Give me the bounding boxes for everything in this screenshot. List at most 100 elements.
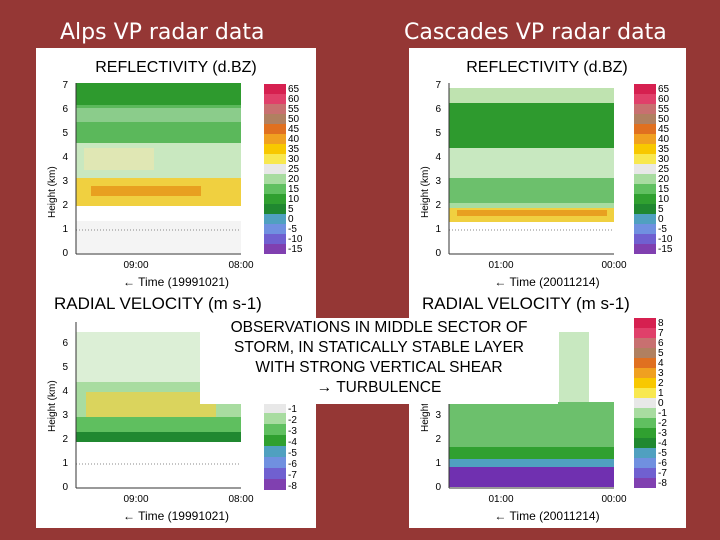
ytick-4: 4: [62, 386, 68, 397]
ytick-5: 5: [62, 362, 68, 373]
cb-label: -7: [288, 470, 297, 481]
ytick-1: 1: [62, 224, 68, 235]
cb-label: -15: [658, 244, 673, 255]
xtick-left: 09:00: [123, 260, 148, 271]
ytick-1: 1: [435, 224, 441, 235]
cb-label: 45: [288, 124, 300, 135]
xtick-right: 00:00: [601, 260, 626, 271]
callout-line-4: → TURBULENCE: [316, 379, 442, 396]
cascades-velocity-title: RADIAL VELOCITY (m s-1): [422, 294, 630, 314]
cb-label: 15: [658, 184, 670, 195]
cb-label: -8: [658, 478, 667, 489]
alps-velocity-xlabel: ← Time (19991021): [123, 509, 229, 523]
cb-label: 60: [658, 94, 670, 105]
cascades-reflectivity-plot: [448, 83, 614, 255]
cascades-reflectivity-title: REFLECTIVITY (d.BZ): [466, 59, 628, 76]
cb-label: 5: [658, 348, 664, 359]
cascades-section-title: Cascades VP radar data: [404, 20, 667, 45]
cb-label: 50: [288, 114, 300, 125]
cb-label: 0: [658, 214, 664, 225]
callout-line-2: STORM, IN STATICALLY STABLE LAYER: [234, 339, 524, 356]
cb-label: -1: [658, 408, 667, 419]
alps-velocity-ylabel: Height (km): [47, 380, 58, 432]
cb-label: 25: [658, 164, 670, 175]
cb-label: 45: [658, 124, 670, 135]
ytick-2: 2: [435, 200, 441, 211]
ytick-7: 7: [62, 80, 68, 91]
cb-label: -8: [288, 481, 297, 492]
ytick-5: 5: [435, 128, 441, 139]
cb-label: 40: [288, 134, 300, 145]
cascades-reflectivity-xlabel: ← Time (20011214): [494, 275, 599, 289]
cb-label: 7: [658, 328, 664, 339]
cb-label: -15: [288, 244, 303, 255]
ytick-0: 0: [435, 482, 441, 493]
alps-section-title: Alps VP radar data: [60, 20, 265, 45]
turbulence-callout: OBSERVATIONS IN MIDDLE SECTOR OF STORM, …: [200, 318, 558, 404]
xtick-left: 09:00: [123, 494, 148, 505]
ytick-1: 1: [435, 458, 441, 469]
cb-label: 65: [658, 84, 670, 95]
xtick-left: 01:00: [488, 260, 513, 271]
callout-line-1: OBSERVATIONS IN MIDDLE SECTOR OF: [230, 319, 528, 336]
cb-label: 1: [658, 388, 664, 399]
alps-velocity-title: RADIAL VELOCITY (m s-1): [54, 294, 262, 314]
ytick-6: 6: [62, 104, 68, 115]
cb-label: -1: [288, 404, 297, 415]
alps-reflectivity-figure: REFLECTIVITY (d.BZ) Height (km) 0 1 2 3 …: [47, 59, 303, 289]
ytick-3: 3: [435, 176, 441, 187]
cascades-reflectivity-ylabel: Height (km): [420, 166, 431, 218]
cb-label: 4: [658, 358, 664, 369]
cb-label: 25: [288, 164, 300, 175]
cb-label: -10: [658, 234, 673, 245]
cb-label: 5: [658, 204, 664, 215]
cb-label: -4: [288, 437, 297, 448]
cb-label: 10: [658, 194, 670, 205]
ytick-3: 3: [62, 176, 68, 187]
cascades-reflectivity-colorbar: 65 60 55 50 45 40 35 30 25 20 15 10 5 0 …: [634, 84, 673, 255]
alps-reflectivity-title: REFLECTIVITY (d.BZ): [95, 59, 257, 76]
alps-reflectivity-plot: [75, 83, 241, 255]
ytick-3: 3: [435, 410, 441, 421]
cb-label: 50: [658, 114, 670, 125]
cb-label: -2: [288, 415, 297, 426]
cb-label: 55: [658, 104, 670, 115]
alps-velocity-colorbar: -1 -2 -3 -4 -5 -6 -7 -8: [264, 402, 297, 492]
cb-label: 8: [658, 318, 664, 329]
cb-label: 0: [288, 214, 294, 225]
ytick-3: 3: [62, 410, 68, 421]
ytick-5: 5: [62, 128, 68, 139]
cb-label: 0: [658, 398, 664, 409]
alps-reflectivity-ylabel: Height (km): [47, 166, 58, 218]
cb-label: 65: [288, 84, 300, 95]
ytick-2: 2: [62, 200, 68, 211]
cb-label: 30: [288, 154, 300, 165]
xtick-right: 08:00: [228, 494, 253, 505]
cb-label: 6: [658, 338, 664, 349]
cb-label: 30: [658, 154, 670, 165]
ytick-4: 4: [435, 152, 441, 163]
cb-label: 40: [658, 134, 670, 145]
cb-label: -7: [658, 468, 667, 479]
ytick-6: 6: [435, 104, 441, 115]
xtick-left: 01:00: [488, 494, 513, 505]
ytick-6: 6: [62, 338, 68, 349]
cascades-reflectivity-figure: REFLECTIVITY (d.BZ) Height (km) 0 1 2 3 …: [420, 59, 673, 289]
cb-label: 20: [658, 174, 670, 185]
cascades-velocity-xlabel: ← Time (20011214): [494, 509, 599, 523]
cb-label: 35: [658, 144, 670, 155]
xtick-right: 00:00: [601, 494, 626, 505]
ytick-7: 7: [435, 80, 441, 91]
cb-label: -3: [288, 426, 297, 437]
cb-label: -4: [658, 438, 667, 449]
cb-label: 15: [288, 184, 300, 195]
cb-label: -5: [288, 224, 297, 235]
ytick-4: 4: [62, 152, 68, 163]
cb-label: -5: [658, 448, 667, 459]
cb-label: -6: [658, 458, 667, 469]
ytick-2: 2: [435, 434, 441, 445]
cb-label: -5: [288, 448, 297, 459]
ytick-0: 0: [62, 248, 68, 259]
cascades-velocity-ylabel: Height (km): [420, 380, 431, 432]
alps-reflectivity-panel: REFLECTIVITY (d.BZ) Height (km) 0 1 2 3 …: [36, 48, 316, 295]
